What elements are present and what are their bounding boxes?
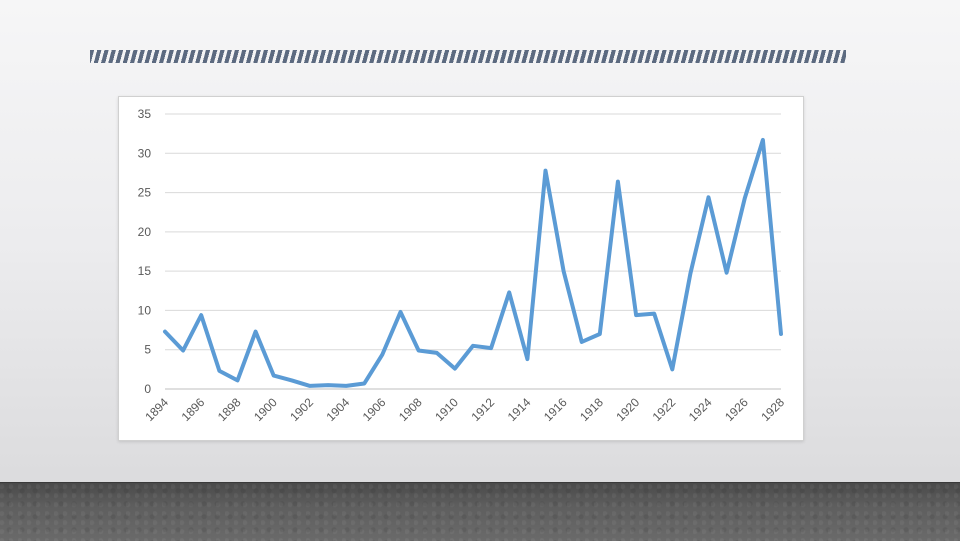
data-point xyxy=(272,374,275,377)
data-point xyxy=(743,196,746,200)
data-point xyxy=(598,332,601,336)
data-point xyxy=(254,330,257,333)
data-point xyxy=(689,272,692,275)
y-tick-label: 25 xyxy=(138,186,152,200)
x-tick-label: 1920 xyxy=(613,395,642,424)
data-point xyxy=(471,344,475,347)
data-point xyxy=(526,357,529,361)
data-point xyxy=(308,384,312,388)
data-point xyxy=(399,310,402,314)
y-tick-label: 0 xyxy=(144,382,151,396)
data-point xyxy=(725,271,728,274)
data-point xyxy=(653,312,656,315)
series-layer xyxy=(163,137,783,388)
gridlines xyxy=(165,113,781,390)
series-line xyxy=(163,137,783,388)
x-tick-label: 1914 xyxy=(505,395,534,424)
chart-card: 0 5 10 15 20 25 30 35 1894 1896 1898 1900 1902 1904 1… xyxy=(118,96,804,441)
data-point xyxy=(417,349,420,352)
x-tick-label: 1926 xyxy=(722,395,751,424)
data-point xyxy=(453,367,457,370)
y-tick-label: 15 xyxy=(138,264,152,278)
y-tick-label: 20 xyxy=(138,225,152,239)
data-point xyxy=(236,379,239,382)
data-point xyxy=(779,332,783,336)
floor-strip xyxy=(0,482,960,541)
data-point xyxy=(508,291,511,294)
data-point xyxy=(381,353,384,356)
x-tick-label: 1924 xyxy=(686,395,715,424)
data-point xyxy=(200,313,203,317)
x-tick-label: 1896 xyxy=(179,395,208,424)
x-tick-label: 1912 xyxy=(468,395,497,424)
data-point xyxy=(290,379,293,382)
x-tick-label: 1908 xyxy=(396,395,425,424)
data-point xyxy=(707,196,710,199)
data-point xyxy=(489,346,493,350)
data-point xyxy=(163,330,167,333)
x-tick-label: 1902 xyxy=(287,395,316,424)
data-point xyxy=(345,384,348,388)
data-point xyxy=(671,368,674,371)
x-tick-label: 1906 xyxy=(360,395,389,424)
x-tick-label: 1910 xyxy=(432,395,461,424)
x-tick-label: 1894 xyxy=(142,395,171,424)
data-point xyxy=(181,349,185,352)
x-tick-label: 1904 xyxy=(324,395,353,424)
x-tick-label: 1922 xyxy=(650,395,679,424)
x-tick-label: 1928 xyxy=(758,395,787,424)
data-point xyxy=(326,383,330,387)
decorative-stripe xyxy=(90,50,846,63)
x-tick-label: 1898 xyxy=(215,395,244,424)
data-point xyxy=(562,269,565,273)
x-tick-label: 1916 xyxy=(541,395,570,424)
x-tick-label: 1918 xyxy=(577,395,606,424)
x-axis-ticks: 1894 1896 1898 1900 1902 1904 1906 1908 1910 1912… xyxy=(142,395,787,424)
data-point xyxy=(580,340,583,344)
data-point xyxy=(363,382,366,385)
y-tick-label: 5 xyxy=(144,343,151,357)
data-point xyxy=(616,180,620,183)
y-axis-ticks: 0 5 10 15 20 25 30 35 xyxy=(138,107,152,396)
y-tick-label: 35 xyxy=(138,107,152,121)
data-point xyxy=(435,351,438,355)
y-tick-label: 30 xyxy=(138,146,152,160)
data-point xyxy=(761,138,765,142)
y-tick-label: 10 xyxy=(138,303,152,317)
data-point xyxy=(544,169,547,172)
x-tick-label: 1900 xyxy=(251,395,280,424)
data-point xyxy=(634,313,638,317)
data-point xyxy=(218,369,221,373)
